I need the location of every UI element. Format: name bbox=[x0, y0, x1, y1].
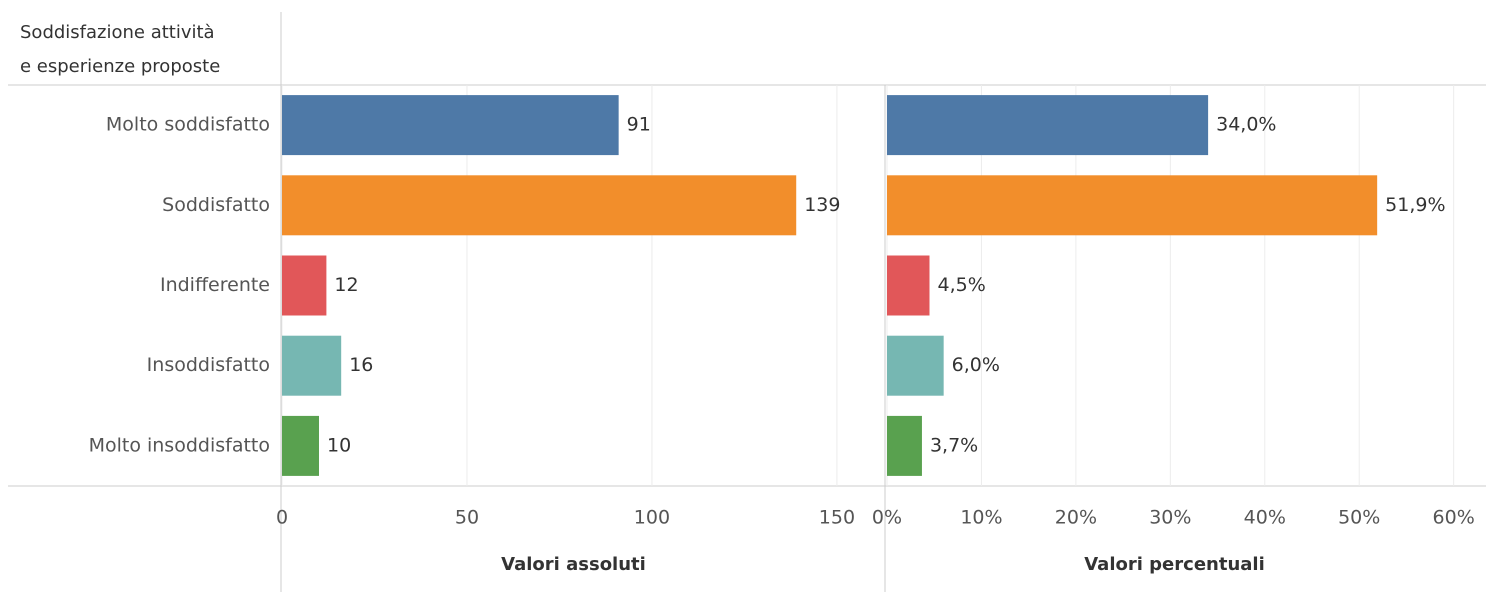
x-tick-label: 20% bbox=[1055, 507, 1097, 529]
bar bbox=[282, 95, 619, 156]
x-tick-label: 0% bbox=[872, 507, 902, 529]
x-tick-label: 40% bbox=[1244, 507, 1286, 529]
category-label: Indifferente bbox=[160, 274, 270, 296]
bar bbox=[887, 255, 930, 316]
bar bbox=[887, 95, 1209, 156]
x-tick-label: 50% bbox=[1338, 507, 1380, 529]
value-label: 16 bbox=[349, 354, 373, 376]
value-label: 12 bbox=[334, 274, 358, 296]
value-label: 6,0% bbox=[952, 354, 1000, 376]
value-label: 91 bbox=[627, 114, 651, 136]
value-label: 34,0% bbox=[1216, 114, 1276, 136]
axis-title: Valori percentuali bbox=[1084, 554, 1265, 575]
value-label: 3,7% bbox=[930, 434, 978, 456]
category-label: Insoddisfatto bbox=[147, 354, 270, 376]
category-label: Molto soddisfatto bbox=[106, 114, 270, 136]
axis-title: Valori assoluti bbox=[501, 554, 646, 575]
bar bbox=[887, 335, 944, 396]
row-header: Soddisfazione attività bbox=[20, 22, 215, 43]
bar bbox=[282, 415, 319, 476]
x-tick-label: 150 bbox=[819, 507, 855, 529]
value-label: 10 bbox=[327, 434, 351, 456]
x-tick-label: 0 bbox=[276, 507, 288, 529]
value-label: 139 bbox=[804, 194, 840, 216]
value-label: 4,5% bbox=[938, 274, 986, 296]
x-tick-label: 60% bbox=[1433, 507, 1475, 529]
value-label: 51,9% bbox=[1385, 194, 1445, 216]
bar bbox=[887, 415, 922, 476]
x-tick-label: 30% bbox=[1149, 507, 1191, 529]
bar bbox=[282, 255, 327, 316]
category-label: Molto insoddisfatto bbox=[89, 434, 270, 456]
x-tick-label: 50 bbox=[455, 507, 479, 529]
row-header: e esperienze proposte bbox=[20, 56, 220, 77]
x-tick-label: 10% bbox=[960, 507, 1002, 529]
category-label: Soddisfatto bbox=[162, 194, 270, 216]
x-tick-label: 100 bbox=[634, 507, 670, 529]
bar bbox=[282, 175, 797, 236]
bar bbox=[887, 175, 1378, 236]
bar bbox=[282, 335, 342, 396]
